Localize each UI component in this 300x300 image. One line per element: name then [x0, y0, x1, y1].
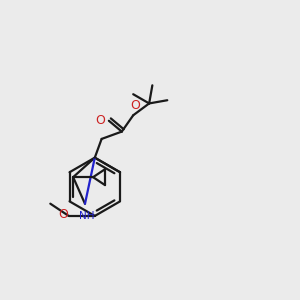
- Text: O: O: [58, 208, 68, 221]
- Text: O: O: [130, 99, 140, 112]
- Text: NH: NH: [79, 211, 94, 220]
- Text: O: O: [95, 114, 105, 127]
